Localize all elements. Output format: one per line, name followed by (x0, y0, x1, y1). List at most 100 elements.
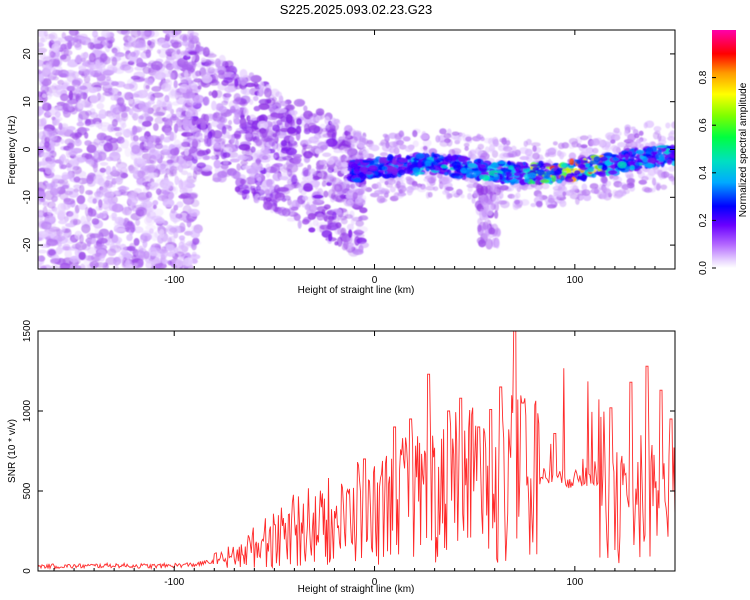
heatmap-cell (154, 71, 167, 80)
heatmap-cell (523, 140, 528, 147)
snr-y-tick-label: 500 (22, 482, 33, 499)
heatmap-cell (90, 111, 99, 119)
heatmap-cell (296, 100, 305, 106)
spectrogram-y-tick-label: -10 (22, 190, 33, 205)
heatmap-cell (549, 147, 558, 153)
heatmap-cell (307, 212, 316, 221)
heatmap-cell (393, 147, 400, 155)
heatmap-cell (615, 154, 626, 159)
heatmap-cell (591, 173, 597, 178)
heatmap-cell (38, 69, 43, 75)
heatmap-cell (575, 197, 580, 205)
heatmap-cell (133, 238, 140, 246)
snr-x-tick-label: 0 (372, 577, 378, 588)
heatmap-cell (85, 189, 94, 195)
heatmap-cell (178, 194, 188, 199)
heatmap-cell (111, 56, 118, 67)
heatmap-cell (379, 176, 386, 184)
heatmap-cell (440, 164, 448, 169)
heatmap-cell (45, 183, 58, 189)
heatmap-cell (443, 172, 449, 176)
heatmap-cell (225, 67, 235, 72)
heatmap-cell (265, 163, 271, 172)
heatmap-cell (170, 36, 175, 44)
heatmap-cell (407, 185, 417, 191)
heatmap-cell (130, 30, 141, 38)
heatmap-cell (405, 176, 413, 182)
heatmap-cell (395, 139, 405, 146)
heatmap-cell (314, 148, 321, 155)
heatmap-cell (207, 122, 212, 133)
heatmap-cell (255, 139, 263, 147)
heatmap-cell (476, 237, 485, 245)
heatmap-cell (505, 140, 511, 146)
heatmap-cell (612, 157, 620, 162)
heatmap-cell (86, 240, 92, 247)
heatmap-cell (380, 188, 390, 194)
heatmap-cell (642, 153, 652, 157)
heatmap-cell (49, 187, 59, 196)
heatmap-cell (51, 43, 60, 53)
heatmap-cell (43, 114, 48, 123)
heatmap-cell (624, 124, 632, 131)
heatmap-cell (141, 120, 152, 127)
heatmap-cell (655, 183, 661, 191)
heatmap-cell (149, 251, 159, 257)
heatmap-cell (416, 185, 427, 193)
heatmap-cell (130, 51, 137, 58)
heatmap-cell (127, 35, 134, 43)
heatmap-cell (161, 169, 166, 175)
heatmap-cell (248, 72, 255, 79)
heatmap-cell (467, 162, 477, 169)
figure-title: S225.2025.093.02.23.G23 (280, 2, 433, 17)
heatmap-cell (100, 81, 110, 86)
heatmap-cell (228, 100, 238, 110)
heatmap-cell (499, 138, 507, 143)
heatmap-cell (463, 142, 470, 148)
heatmap-cell (190, 199, 200, 208)
heatmap-cell (185, 88, 191, 98)
heatmap-cell (95, 121, 101, 128)
heatmap-cell (179, 251, 188, 260)
heatmap-cell (351, 142, 356, 149)
heatmap-cell (175, 126, 186, 132)
heatmap-cell (233, 93, 241, 102)
heatmap-cell (79, 85, 88, 91)
heatmap-cell (475, 170, 481, 176)
heatmap-cell (442, 190, 449, 195)
heatmap-cell (344, 139, 352, 145)
heatmap-cell (83, 68, 95, 78)
heatmap-cell (127, 93, 140, 98)
heatmap-cell (75, 54, 83, 64)
heatmap-cell (171, 41, 182, 48)
heatmap-cell (218, 54, 226, 65)
heatmap-cell (85, 159, 95, 165)
heatmap-cell (185, 111, 191, 121)
spectrogram-x-ticks: -100 0 100 (53, 30, 676, 286)
spectrogram-y-axis-label: Frequency (Hz) (7, 116, 18, 185)
heatmap-cell (57, 79, 65, 86)
heatmap-cell (237, 184, 249, 190)
heatmap-cell (256, 173, 265, 183)
heatmap-cell (421, 130, 427, 137)
heatmap-cell (405, 155, 411, 160)
heatmap-cell (411, 180, 418, 187)
heatmap-cell (119, 124, 125, 135)
heatmap-cell (178, 235, 186, 241)
heatmap-cell (145, 215, 153, 224)
heatmap-cell (133, 188, 143, 194)
heatmap-cell (295, 199, 302, 208)
heatmap-cell (584, 162, 590, 168)
snr-y-tick-label: 1500 (22, 319, 33, 342)
heatmap-cell (141, 230, 152, 236)
heatmap-cell (51, 132, 58, 141)
heatmap-cell (387, 166, 398, 170)
heatmap-cell (276, 197, 287, 202)
heatmap-cell (643, 122, 648, 129)
heatmap-cell (76, 195, 86, 205)
heatmap-cell (451, 172, 461, 177)
heatmap-cell (442, 176, 450, 182)
heatmap-cell (265, 169, 271, 178)
heatmap-cell (258, 114, 268, 124)
heatmap-cell (45, 61, 53, 69)
